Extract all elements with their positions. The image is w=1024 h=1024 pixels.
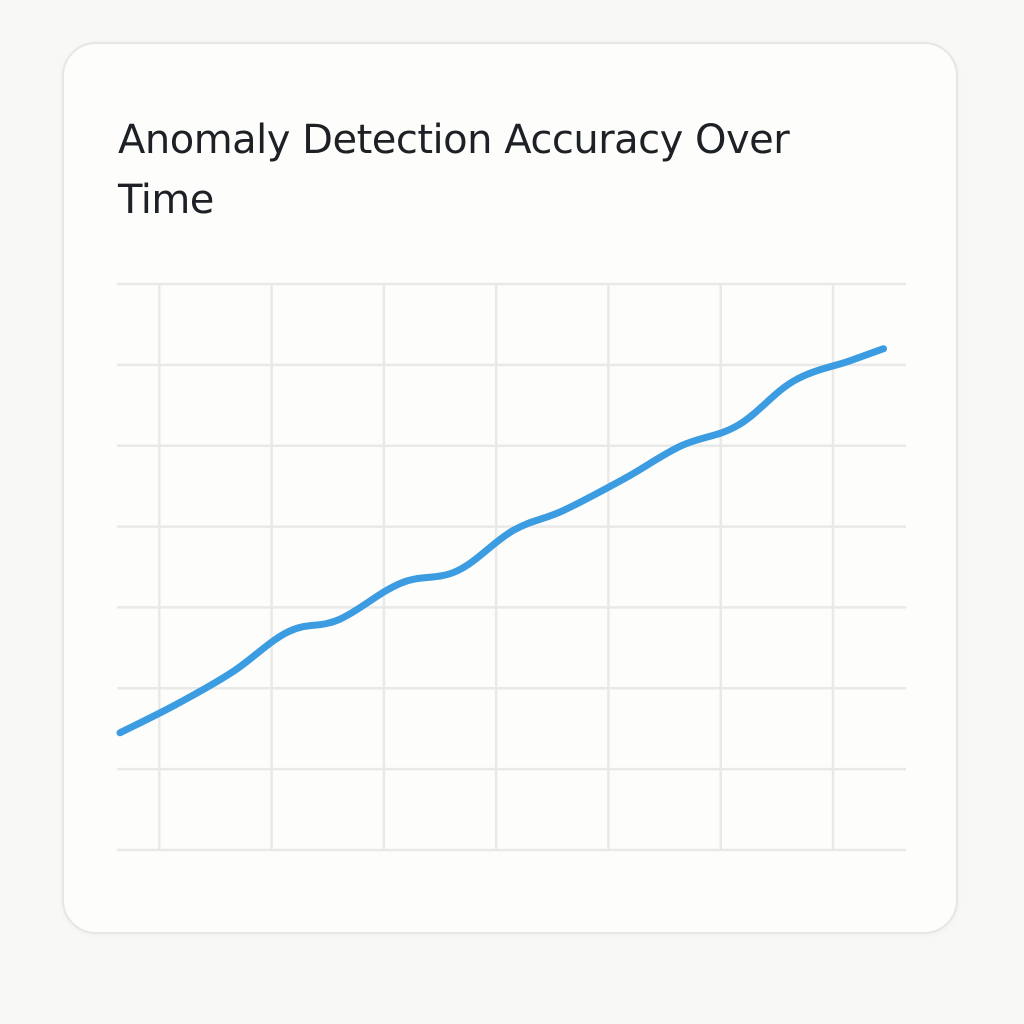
series-layer (116, 345, 887, 737)
grid (117, 282, 906, 852)
series-line-0 (116, 345, 887, 737)
chart-card: Anomaly Detection Accuracy Over Time (62, 42, 958, 934)
chart-title: Anomaly Detection Accuracy Over Time (118, 117, 790, 223)
